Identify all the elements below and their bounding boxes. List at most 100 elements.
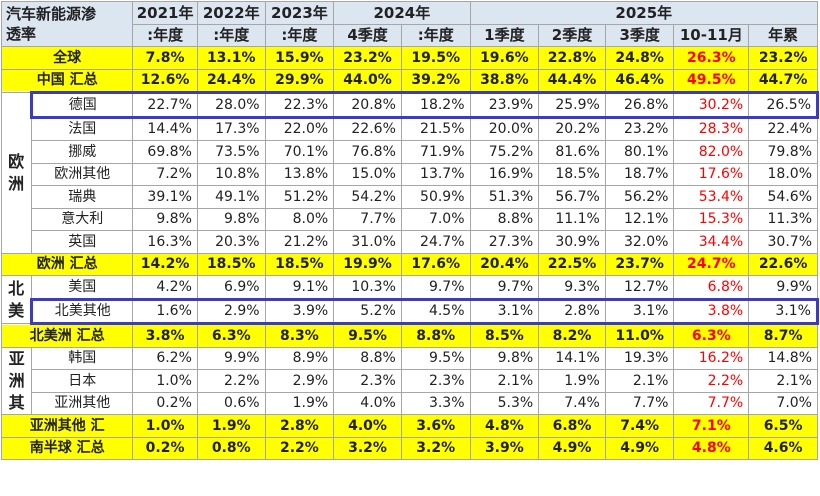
value-cell: 22.3%: [264, 91, 335, 119]
value-cell: 79.8%: [748, 140, 818, 164]
value-cell: 26.5%: [748, 91, 819, 119]
value-cell: 28.0%: [196, 91, 266, 119]
value-cell: 23.9%: [469, 91, 540, 119]
summary-row: 亚洲其他 汇 1.0% 1.9% 2.8% 4.0% 3.6% 4.8% 6.8% 7.4% 7.…: [0, 414, 818, 438]
value-cell: 18.0%: [748, 162, 818, 186]
value-cell: 1.9%: [264, 391, 335, 415]
value-cell: 7.7%: [604, 391, 675, 415]
value-cell: 6.2%: [132, 346, 198, 370]
value-cell: 49.5%: [673, 68, 750, 93]
value-cell: 2.3%: [400, 369, 471, 393]
row-label: 北美洲 汇总: [0, 323, 134, 348]
value-cell: 20.4%: [469, 252, 540, 276]
value-cell: 8.9%: [264, 346, 335, 370]
value-cell: 9.3%: [538, 275, 606, 300]
value-cell: 3.8%: [132, 323, 198, 348]
value-cell: 9.8%: [469, 346, 540, 370]
value-cell: 2.1%: [604, 369, 675, 393]
value-cell: 56.2%: [604, 185, 675, 209]
value-cell: 7.0%: [748, 391, 818, 415]
value-cell: 4.0%: [333, 391, 402, 415]
year-header: 2021年: [132, 1, 198, 25]
value-cell: 34.4%: [673, 230, 750, 254]
value-cell: 5.2%: [333, 297, 402, 325]
period-header: 10-11月: [673, 23, 750, 47]
value-cell: 51.2%: [264, 185, 335, 209]
value-cell: 11.1%: [538, 207, 606, 231]
summary-row: 欧洲 汇总 14.2% 18.5% 18.5% 19.9% 17.6% 20.4% 22.5%…: [0, 252, 818, 276]
value-cell: 1.6%: [132, 297, 198, 325]
period-header: :年度: [400, 23, 471, 47]
value-cell: 20.0%: [469, 116, 540, 141]
value-cell: 6.3%: [196, 323, 266, 348]
value-cell: 22.7%: [132, 91, 198, 119]
value-cell: 4.2%: [132, 275, 198, 300]
period-header: 1季度: [469, 23, 540, 47]
value-cell: 15.0%: [333, 162, 402, 186]
value-cell: 8.2%: [538, 323, 606, 348]
value-cell: 13.1%: [196, 46, 266, 70]
period-header: :年度: [196, 23, 266, 47]
value-cell: 2.9%: [264, 369, 335, 393]
value-cell: 18.2%: [400, 91, 471, 119]
value-cell: 9.8%: [196, 207, 266, 231]
value-cell: 30.7%: [748, 230, 818, 254]
value-cell: 26.3%: [673, 46, 750, 70]
value-cell: 13.7%: [400, 162, 471, 186]
row-label: 全球: [0, 46, 134, 70]
value-cell: 7.8%: [132, 46, 198, 70]
value-cell: 4.9%: [604, 436, 675, 460]
penetration-table: 汽车新能源渗 透率 2021年 2022年 2023年 2024年 2025年:年度:年度:…: [0, 1, 819, 460]
period-header: 2季度: [538, 23, 606, 47]
value-cell: 24.8%: [604, 46, 675, 70]
data-row: 亚洲其 韩国 6.2% 9.9% 8.9% 8.8% 9.5% 9.8% 14.1% 19.3% 1…: [0, 346, 818, 415]
title-line: 透率: [6, 25, 37, 43]
value-cell: 4.8%: [673, 436, 750, 460]
value-cell: 8.8%: [400, 323, 471, 348]
value-cell: 39.2%: [400, 68, 471, 93]
value-cell: 22.5%: [538, 252, 606, 276]
period-header: :年度: [264, 23, 335, 47]
value-cell: 44.7%: [748, 68, 818, 93]
value-cell: 13.8%: [264, 162, 335, 186]
value-cell: 1.0%: [132, 414, 198, 438]
value-cell: 22.6%: [748, 252, 818, 276]
value-cell: 14.4%: [132, 116, 198, 141]
value-cell: 12.7%: [604, 275, 675, 300]
header-row: 汽车新能源渗 透率 2021年 2022年 2023年 2024年 2025年: [0, 1, 819, 47]
value-cell: 4.5%: [400, 297, 471, 325]
data-row: 意大利 9.8% 9.8% 8.0% 7.7% 7.0% 8.8% 11.1% 12.1% 15.…: [2, 207, 818, 231]
value-cell: 3.8%: [673, 297, 750, 325]
value-cell: 8.8%: [333, 346, 402, 370]
value-cell: 21.5%: [400, 116, 471, 141]
value-cell: 51.3%: [469, 185, 540, 209]
value-cell: 9.5%: [333, 323, 402, 348]
period-header: 年累: [748, 23, 818, 47]
data-row: 北美 美国 4.2% 6.9% 9.1% 10.3% 9.7% 9.7% 9.3% 12.7% 6.…: [0, 275, 818, 324]
value-cell: 7.1%: [673, 414, 750, 438]
value-cell: 2.3%: [333, 369, 402, 393]
value-cell: 2.8%: [264, 414, 335, 438]
value-cell: 7.4%: [538, 391, 606, 415]
group-label: 北美: [0, 275, 33, 324]
value-cell: 20.3%: [196, 230, 266, 254]
data-row: 英国 16.3% 20.3% 21.2% 31.0% 24.7% 27.3% 30.9% 32.…: [2, 230, 818, 254]
summary-row: 南半球 汇总 0.2% 0.8% 2.2% 3.2% 3.2% 3.9% 4.9% 4.9% 4.…: [0, 436, 818, 460]
value-cell: 23.7%: [604, 252, 675, 276]
value-cell: 25.9%: [538, 91, 606, 119]
row-label: 法国: [31, 116, 134, 141]
value-cell: 11.3%: [748, 207, 818, 231]
value-cell: 31.0%: [333, 230, 402, 254]
value-cell: 38.8%: [469, 68, 540, 93]
value-cell: 3.6%: [400, 414, 471, 438]
value-cell: 7.2%: [132, 162, 198, 186]
value-cell: 7.0%: [400, 207, 471, 231]
data-row: 瑞典 39.1% 49.1% 51.2% 54.2% 50.9% 51.3% 56.7% 56.…: [2, 185, 818, 209]
value-cell: 15.3%: [673, 207, 750, 231]
value-cell: 0.2%: [132, 436, 198, 460]
value-cell: 69.8%: [132, 140, 198, 164]
summary-row: 北美洲 汇总 3.8% 6.3% 8.3% 9.5% 8.8% 8.5% 8.2% 11.0% 6…: [0, 323, 818, 348]
value-cell: 1.0%: [132, 369, 198, 393]
value-cell: 20.2%: [538, 116, 606, 141]
